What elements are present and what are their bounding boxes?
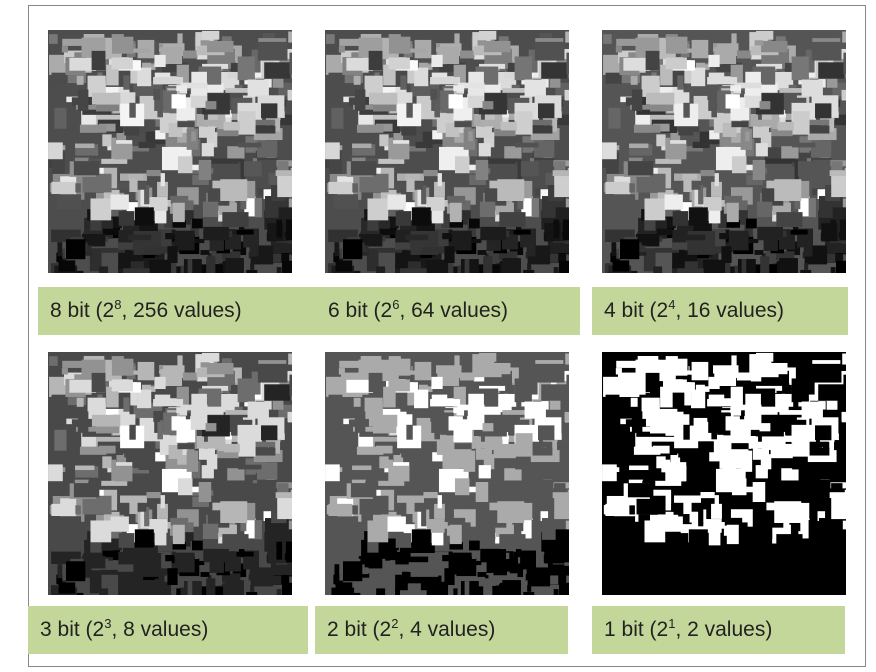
caption: 4 bit (24, 16 values)	[592, 287, 848, 335]
image-8bit	[48, 30, 292, 273]
image-1bit	[602, 352, 846, 595]
caption-text: , 256 values)	[121, 299, 241, 322]
caption-text: , 8 values)	[111, 618, 208, 641]
caption-text: , 4 values)	[398, 618, 495, 641]
image-3bit	[48, 352, 292, 595]
caption-text: , 2 values)	[675, 618, 772, 641]
caption-text: , 64 values)	[399, 299, 508, 322]
aerial-image	[325, 352, 569, 595]
caption: 3 bit (23, 8 values)	[28, 606, 308, 654]
caption-text: 8 bit (2	[50, 299, 114, 322]
caption-text: 1 bit (2	[604, 618, 668, 641]
caption-text: , 16 values)	[675, 299, 784, 322]
caption: 6 bit (26, 64 values)	[316, 287, 580, 335]
caption: 1 bit (21, 2 values)	[592, 606, 845, 654]
caption: 8 bit (28, 256 values)	[38, 287, 316, 335]
aerial-image	[602, 352, 846, 595]
aerial-image	[48, 30, 292, 273]
image-2bit	[325, 352, 569, 595]
image-4bit	[602, 30, 846, 273]
aerial-image	[48, 352, 292, 595]
caption-text: 6 bit (2	[328, 299, 392, 322]
caption-text: 4 bit (2	[604, 299, 668, 322]
aerial-image	[602, 30, 846, 273]
caption-text: 2 bit (2	[327, 618, 391, 641]
caption: 2 bit (22, 4 values)	[315, 606, 568, 654]
caption-text: 3 bit (2	[40, 618, 104, 641]
image-6bit	[325, 30, 569, 273]
aerial-image	[325, 30, 569, 273]
